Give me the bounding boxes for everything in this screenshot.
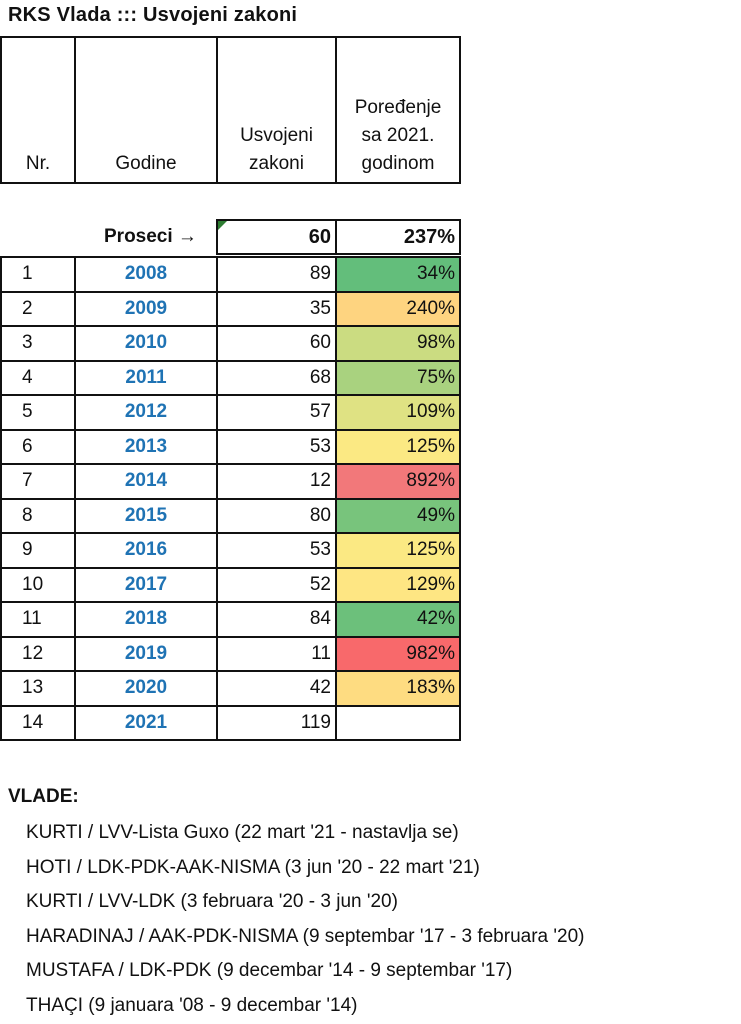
row-nr: 10 xyxy=(0,566,76,603)
government-item: THAÇI (9 januara '08 - 9 decembar '14) xyxy=(26,994,358,1016)
row-comparison: 42% xyxy=(335,601,461,638)
table-row: 1 2008 89 34% xyxy=(0,256,461,293)
row-comparison: 75% xyxy=(335,359,461,396)
table-row: 8 2015 80 49% xyxy=(0,497,461,534)
governments-list: KURTI / LVV-Lista Guxo (22 mart '21 - na… xyxy=(8,816,584,1023)
row-comparison: 49% xyxy=(335,497,461,534)
row-year: 2015 xyxy=(74,497,218,534)
row-comparison: 109% xyxy=(335,394,461,431)
governments-section: VLADE: KURTI / LVV-Lista Guxo (22 mart '… xyxy=(8,786,584,1023)
row-laws: 80 xyxy=(216,497,337,534)
row-year: 2014 xyxy=(74,463,218,500)
governments-heading: VLADE: xyxy=(8,786,79,807)
row-comparison: 982% xyxy=(335,635,461,672)
row-laws: 12 xyxy=(216,463,337,500)
table-row: 7 2014 12 892% xyxy=(0,463,461,500)
row-nr: 11 xyxy=(0,601,76,638)
table-row: 6 2013 53 125% xyxy=(0,428,461,465)
government-item: MUSTAFA / LDK-PDK (9 decembar '14 - 9 se… xyxy=(26,960,513,981)
row-comparison: 125% xyxy=(335,532,461,569)
row-comparison: 98% xyxy=(335,325,461,362)
row-nr: 7 xyxy=(0,463,76,500)
row-laws: 84 xyxy=(216,601,337,638)
government-item: HOTI / LDK-PDK-AAK-NISMA (3 jun '20 - 22… xyxy=(26,856,480,878)
averages-label: Proseci → xyxy=(104,226,197,247)
row-nr: 13 xyxy=(0,670,76,707)
row-laws: 42 xyxy=(216,670,337,707)
row-year: 2019 xyxy=(74,635,218,672)
row-laws: 53 xyxy=(216,532,337,569)
table-row: 10 2017 52 129% xyxy=(0,566,461,603)
table-row: 11 2018 84 42% xyxy=(0,601,461,638)
row-comparison: 125% xyxy=(335,428,461,465)
row-year: 2008 xyxy=(74,256,218,293)
row-comparison xyxy=(335,704,461,741)
table-row: 13 2020 42 183% xyxy=(0,670,461,707)
row-year: 2011 xyxy=(74,359,218,396)
row-laws: 35 xyxy=(216,290,337,327)
row-year: 2009 xyxy=(74,290,218,327)
table-row: 2 2009 35 240% xyxy=(0,290,461,327)
row-year: 2017 xyxy=(74,566,218,603)
header-nr: Nr. xyxy=(0,36,76,184)
header-table: Nr. Godine Usvojeni zakoni Poređenje sa 20… xyxy=(0,36,461,184)
government-item: KURTI / LVV-Lista Guxo (22 mart '21 - na… xyxy=(26,822,459,843)
table-row: 4 2011 68 75% xyxy=(0,359,461,396)
row-nr: 12 xyxy=(0,635,76,672)
table-row: 5 2012 57 109% xyxy=(0,394,461,431)
row-comparison: 34% xyxy=(335,256,461,293)
row-laws: 119 xyxy=(216,704,337,741)
averages-laws: 60 xyxy=(216,219,337,255)
averages-comparison: 237% xyxy=(335,219,461,255)
table-row: 14 2021 119 xyxy=(0,704,461,741)
row-nr: 14 xyxy=(0,704,76,741)
row-year: 2020 xyxy=(74,670,218,707)
row-nr: 6 xyxy=(0,428,76,465)
row-laws: 60 xyxy=(216,325,337,362)
row-nr: 8 xyxy=(0,497,76,534)
row-laws: 57 xyxy=(216,394,337,431)
row-nr: 2 xyxy=(0,290,76,327)
row-laws: 52 xyxy=(216,566,337,603)
row-laws: 53 xyxy=(216,428,337,465)
row-comparison: 240% xyxy=(335,290,461,327)
row-comparison: 129% xyxy=(335,566,461,603)
row-nr: 4 xyxy=(0,359,76,396)
row-nr: 3 xyxy=(0,325,76,362)
header-godine: Godine xyxy=(74,36,218,184)
note-marker-icon xyxy=(218,221,227,230)
table-row: 12 2019 11 982% xyxy=(0,635,461,672)
government-item: HARADINAJ / AAK-PDK-NISMA (9 septembar '… xyxy=(26,925,585,947)
row-comparison: 183% xyxy=(335,670,461,707)
header-usvojeni-zakoni: Usvojeni zakoni xyxy=(216,36,337,184)
row-year: 2018 xyxy=(74,601,218,638)
row-year: 2012 xyxy=(74,394,218,431)
row-laws: 68 xyxy=(216,359,337,396)
table-row: 3 2010 60 98% xyxy=(0,325,461,362)
page-title: RKS Vlada ::: Usvojeni zakoni xyxy=(8,4,298,26)
row-year: 2013 xyxy=(74,428,218,465)
government-item: KURTI / LVV-LDK (3 februara '20 - 3 jun … xyxy=(26,891,398,912)
row-year: 2016 xyxy=(74,532,218,569)
row-nr: 1 xyxy=(0,256,76,293)
row-nr: 9 xyxy=(0,532,76,569)
row-nr: 5 xyxy=(0,394,76,431)
data-table: 1 2008 89 34% 2 2009 35 240% 3 2010 60 98% 4 2011 68 75… xyxy=(0,256,461,741)
row-year: 2010 xyxy=(74,325,218,362)
row-comparison: 892% xyxy=(335,463,461,500)
row-year: 2021 xyxy=(74,704,218,741)
row-laws: 89 xyxy=(216,256,337,293)
averages-row: 60 237% xyxy=(216,219,461,255)
table-row: 9 2016 53 125% xyxy=(0,532,461,569)
double-underline xyxy=(216,253,335,256)
row-laws: 11 xyxy=(216,635,337,672)
header-poredjenje: Poređenje sa 2021. godinom xyxy=(335,36,461,184)
